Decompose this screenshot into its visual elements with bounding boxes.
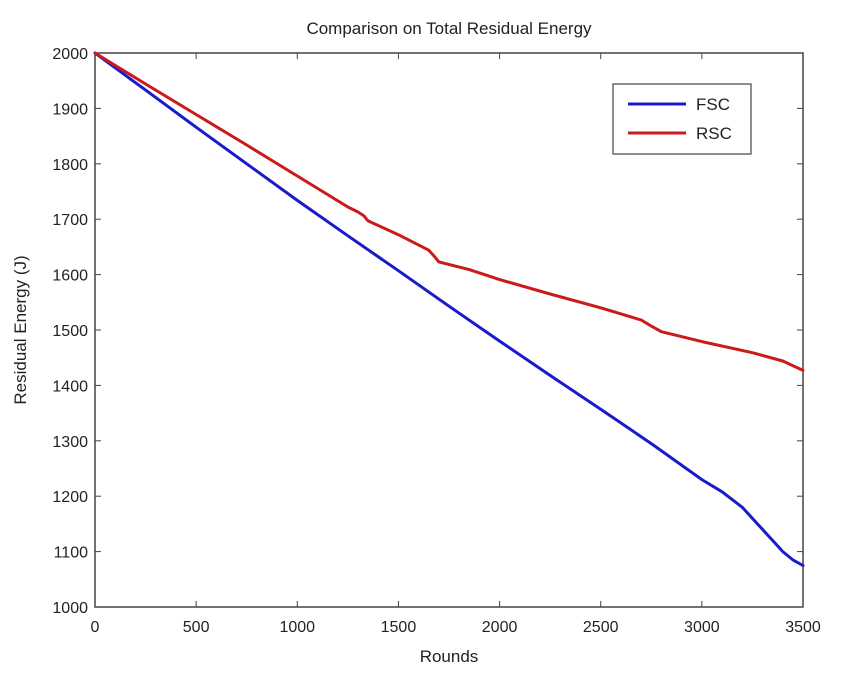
x-tick-label: 3000 [684,619,720,636]
series-line-fsc [93,51,805,567]
y-tick-label: 2000 [52,46,88,63]
x-tick-label: 0 [91,619,100,636]
x-tick-label: 3500 [785,619,821,636]
x-tick-label: 2000 [482,619,518,636]
y-tick-label: 1400 [52,378,88,395]
series-line-rsc [93,51,805,372]
legend-label-rsc: RSC [696,124,732,143]
x-axis: 0 500 1000 1500 2000 2500 3000 3500 [91,53,821,636]
y-tick-label: 1000 [52,600,88,617]
x-axis-title: Rounds [420,647,479,666]
y-tick-label: 1500 [52,323,88,340]
x-tick-label: 2500 [583,619,619,636]
y-tick-label: 1300 [52,434,88,451]
legend-label-fsc: FSC [696,95,730,114]
y-tick-label: 1800 [52,157,88,174]
x-tick-label: 1000 [279,619,315,636]
y-tick-label: 1100 [54,545,89,562]
x-tick-label: 1500 [381,619,417,636]
y-axis-title: Residual Energy (J) [11,255,30,404]
legend-box [612,83,752,155]
y-tick-label: 1900 [52,101,88,118]
y-tick-label: 1600 [52,268,88,285]
legend: FSC RSC [612,83,752,155]
y-axis: 1000 1100 1200 1300 1400 1500 1600 1700 1800 1900… [52,46,803,617]
y-tick-label: 1200 [52,489,88,506]
y-tick-label: 1700 [52,212,88,229]
chart-title: Comparison on Total Residual Energy [306,19,592,38]
x-tick-label: 500 [183,619,210,636]
series-layer [93,51,805,567]
